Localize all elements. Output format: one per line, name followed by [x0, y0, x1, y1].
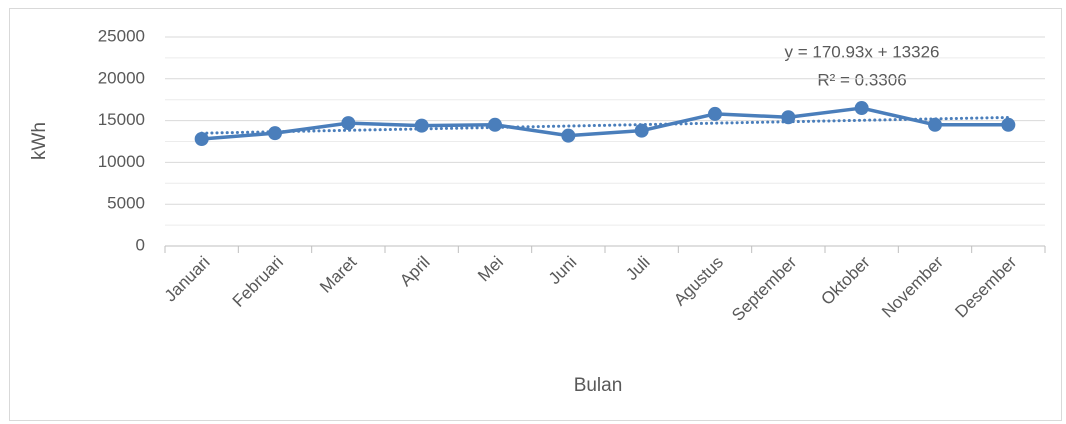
data-point [488, 117, 502, 132]
data-point [1001, 117, 1016, 132]
chart-border [9, 8, 1062, 421]
data-point [781, 110, 796, 125]
y-tick-label: 0 [136, 235, 145, 254]
trendline [200, 115, 1010, 135]
trendline-r2: R² = 0.3306 [817, 70, 906, 89]
data-point [928, 117, 942, 132]
data-point [634, 123, 649, 138]
y-tick-label: 15000 [98, 110, 145, 129]
data-point [854, 101, 869, 116]
y-axis-label: kWh [29, 122, 50, 160]
data-point [268, 126, 282, 141]
y-tick-label: 10000 [98, 152, 145, 171]
x-axis-label: Bulan [574, 375, 623, 396]
data-point [561, 128, 576, 143]
data-point [341, 116, 356, 131]
y-tick-label: 20000 [98, 68, 145, 87]
data-point [194, 131, 209, 146]
trendline-equation: y = 170.93x + 13326 [784, 42, 939, 61]
data-line [201, 106, 1009, 141]
y-tick-label: 5000 [107, 194, 145, 213]
y-tick-label: 25000 [98, 26, 145, 45]
data-point [708, 106, 722, 121]
data-point [414, 118, 429, 133]
